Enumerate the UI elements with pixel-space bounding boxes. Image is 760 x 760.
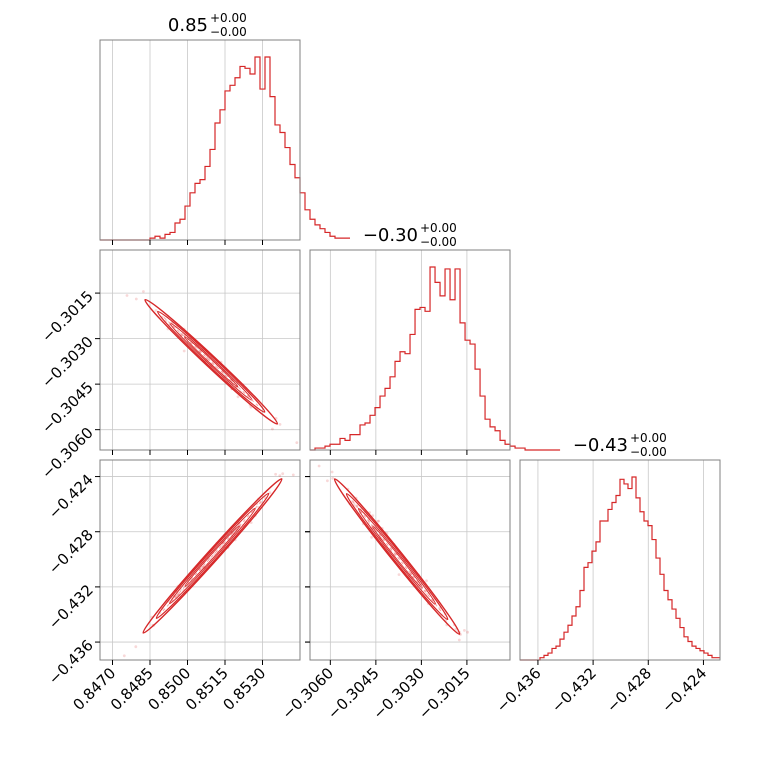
sample-point xyxy=(370,535,373,539)
contour-level-3 xyxy=(183,336,239,388)
contour-level-1 xyxy=(155,492,270,619)
x-tick-label: −0.432 xyxy=(548,664,600,716)
panel-title-0: 0.85 +0.00−0.00 xyxy=(168,11,247,39)
panel-joint-0-2 xyxy=(100,460,300,660)
title-upper-error: +0.00 xyxy=(210,11,247,25)
sample-point xyxy=(196,346,200,350)
contour-core xyxy=(163,317,259,407)
panel-joint-1-2 xyxy=(310,460,510,660)
sample-point xyxy=(200,566,204,569)
sample-point xyxy=(236,395,240,399)
title-lower-error: −0.00 xyxy=(210,25,247,39)
sample-point xyxy=(213,552,216,556)
title-value: −0.30 xyxy=(363,225,418,246)
title-upper-error: +0.00 xyxy=(630,431,667,445)
y-tick-label: −0.428 xyxy=(45,526,97,578)
sample-point xyxy=(220,543,224,547)
contour-level-3 xyxy=(371,524,423,589)
sample-point xyxy=(278,423,282,426)
x-tick-label: 0.8530 xyxy=(219,664,269,714)
x-tick-label: −0.428 xyxy=(603,664,655,716)
sample-point xyxy=(134,645,138,649)
sample-point xyxy=(208,557,212,561)
contour-level-0 xyxy=(333,478,461,635)
sample-point xyxy=(142,290,145,293)
panel-frame-hist-2 xyxy=(519,459,721,661)
sample-point xyxy=(122,654,126,658)
contour-core xyxy=(162,500,263,612)
sample-point xyxy=(134,297,138,301)
sample-point xyxy=(154,309,158,312)
sample-point xyxy=(295,441,299,444)
contour-level-1 xyxy=(156,310,266,413)
contour-level-0 xyxy=(144,298,279,425)
panel-frame-joint-0-2 xyxy=(99,459,301,661)
panel-hist-2 xyxy=(520,460,720,661)
panel-frame-hist-0 xyxy=(99,39,301,241)
x-tick-label: −0.436 xyxy=(493,664,545,716)
sample-point xyxy=(326,479,329,483)
sample-point xyxy=(425,579,428,583)
title-upper-error: +0.00 xyxy=(420,221,457,235)
contour-level-0 xyxy=(142,478,283,634)
y-tick-label: −0.432 xyxy=(45,581,97,633)
panel-hist-1 xyxy=(310,250,561,451)
panel-frame-joint-1-2 xyxy=(309,459,511,661)
sample-point xyxy=(317,464,321,468)
histogram-step-0 xyxy=(100,56,350,241)
sample-point xyxy=(331,476,335,480)
sample-point xyxy=(291,473,295,477)
title-value: 0.85 xyxy=(168,15,208,36)
sample-point xyxy=(125,294,129,297)
sample-point xyxy=(274,472,277,476)
sample-point xyxy=(330,470,334,474)
sample-point xyxy=(454,627,458,631)
panel-title-2: −0.43 +0.00−0.00 xyxy=(573,431,667,459)
sample-point xyxy=(376,519,380,523)
sample-point xyxy=(278,474,282,477)
sample-point xyxy=(281,472,285,476)
sample-point xyxy=(463,629,466,632)
sample-point xyxy=(205,356,209,360)
panel-hist-0 xyxy=(100,40,350,241)
sample-point xyxy=(466,630,469,634)
contour-level-1 xyxy=(345,493,449,621)
panel-title-1: −0.30 +0.00−0.00 xyxy=(363,221,457,249)
sample-point xyxy=(377,519,381,523)
panel-frame-joint-0-1 xyxy=(99,249,301,451)
title-lower-error: −0.00 xyxy=(630,445,667,459)
sample-point xyxy=(268,491,272,495)
sample-point xyxy=(263,496,267,500)
sample-point xyxy=(271,427,274,431)
histogram-step-2 xyxy=(520,476,720,661)
title-lower-error: −0.00 xyxy=(420,235,457,249)
panel-joint-0-1 xyxy=(100,250,300,450)
title-value: −0.43 xyxy=(573,435,628,456)
sample-point xyxy=(182,349,186,353)
sample-point xyxy=(397,573,401,576)
sample-point xyxy=(352,503,356,507)
panel-frame-hist-1 xyxy=(309,249,511,451)
sample-point xyxy=(457,638,461,642)
histogram-step-1 xyxy=(310,266,561,451)
contour-core xyxy=(352,500,443,613)
x-tick-label: −0.424 xyxy=(658,664,710,716)
